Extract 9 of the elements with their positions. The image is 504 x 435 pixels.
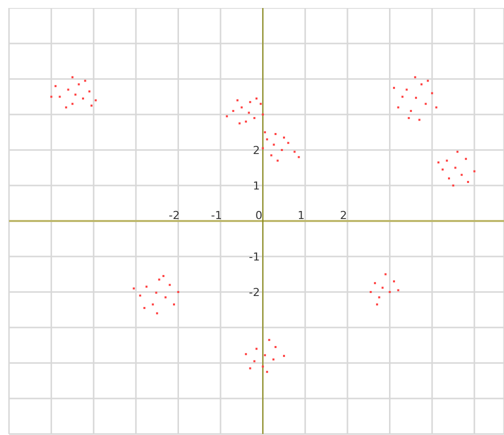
- x-tick-label: -2: [168, 209, 180, 222]
- y-tick-label: -2: [248, 286, 260, 299]
- x-tick-label: 0: [255, 209, 262, 222]
- x-tick-label: 2: [340, 209, 347, 222]
- y-tick-label: -1: [248, 250, 260, 264]
- y-tick-label: 1: [252, 180, 260, 192]
- y-tick-label: 2: [252, 144, 260, 157]
- x-tick-label: -1: [211, 209, 222, 222]
- x-tick-label: 1: [298, 209, 305, 222]
